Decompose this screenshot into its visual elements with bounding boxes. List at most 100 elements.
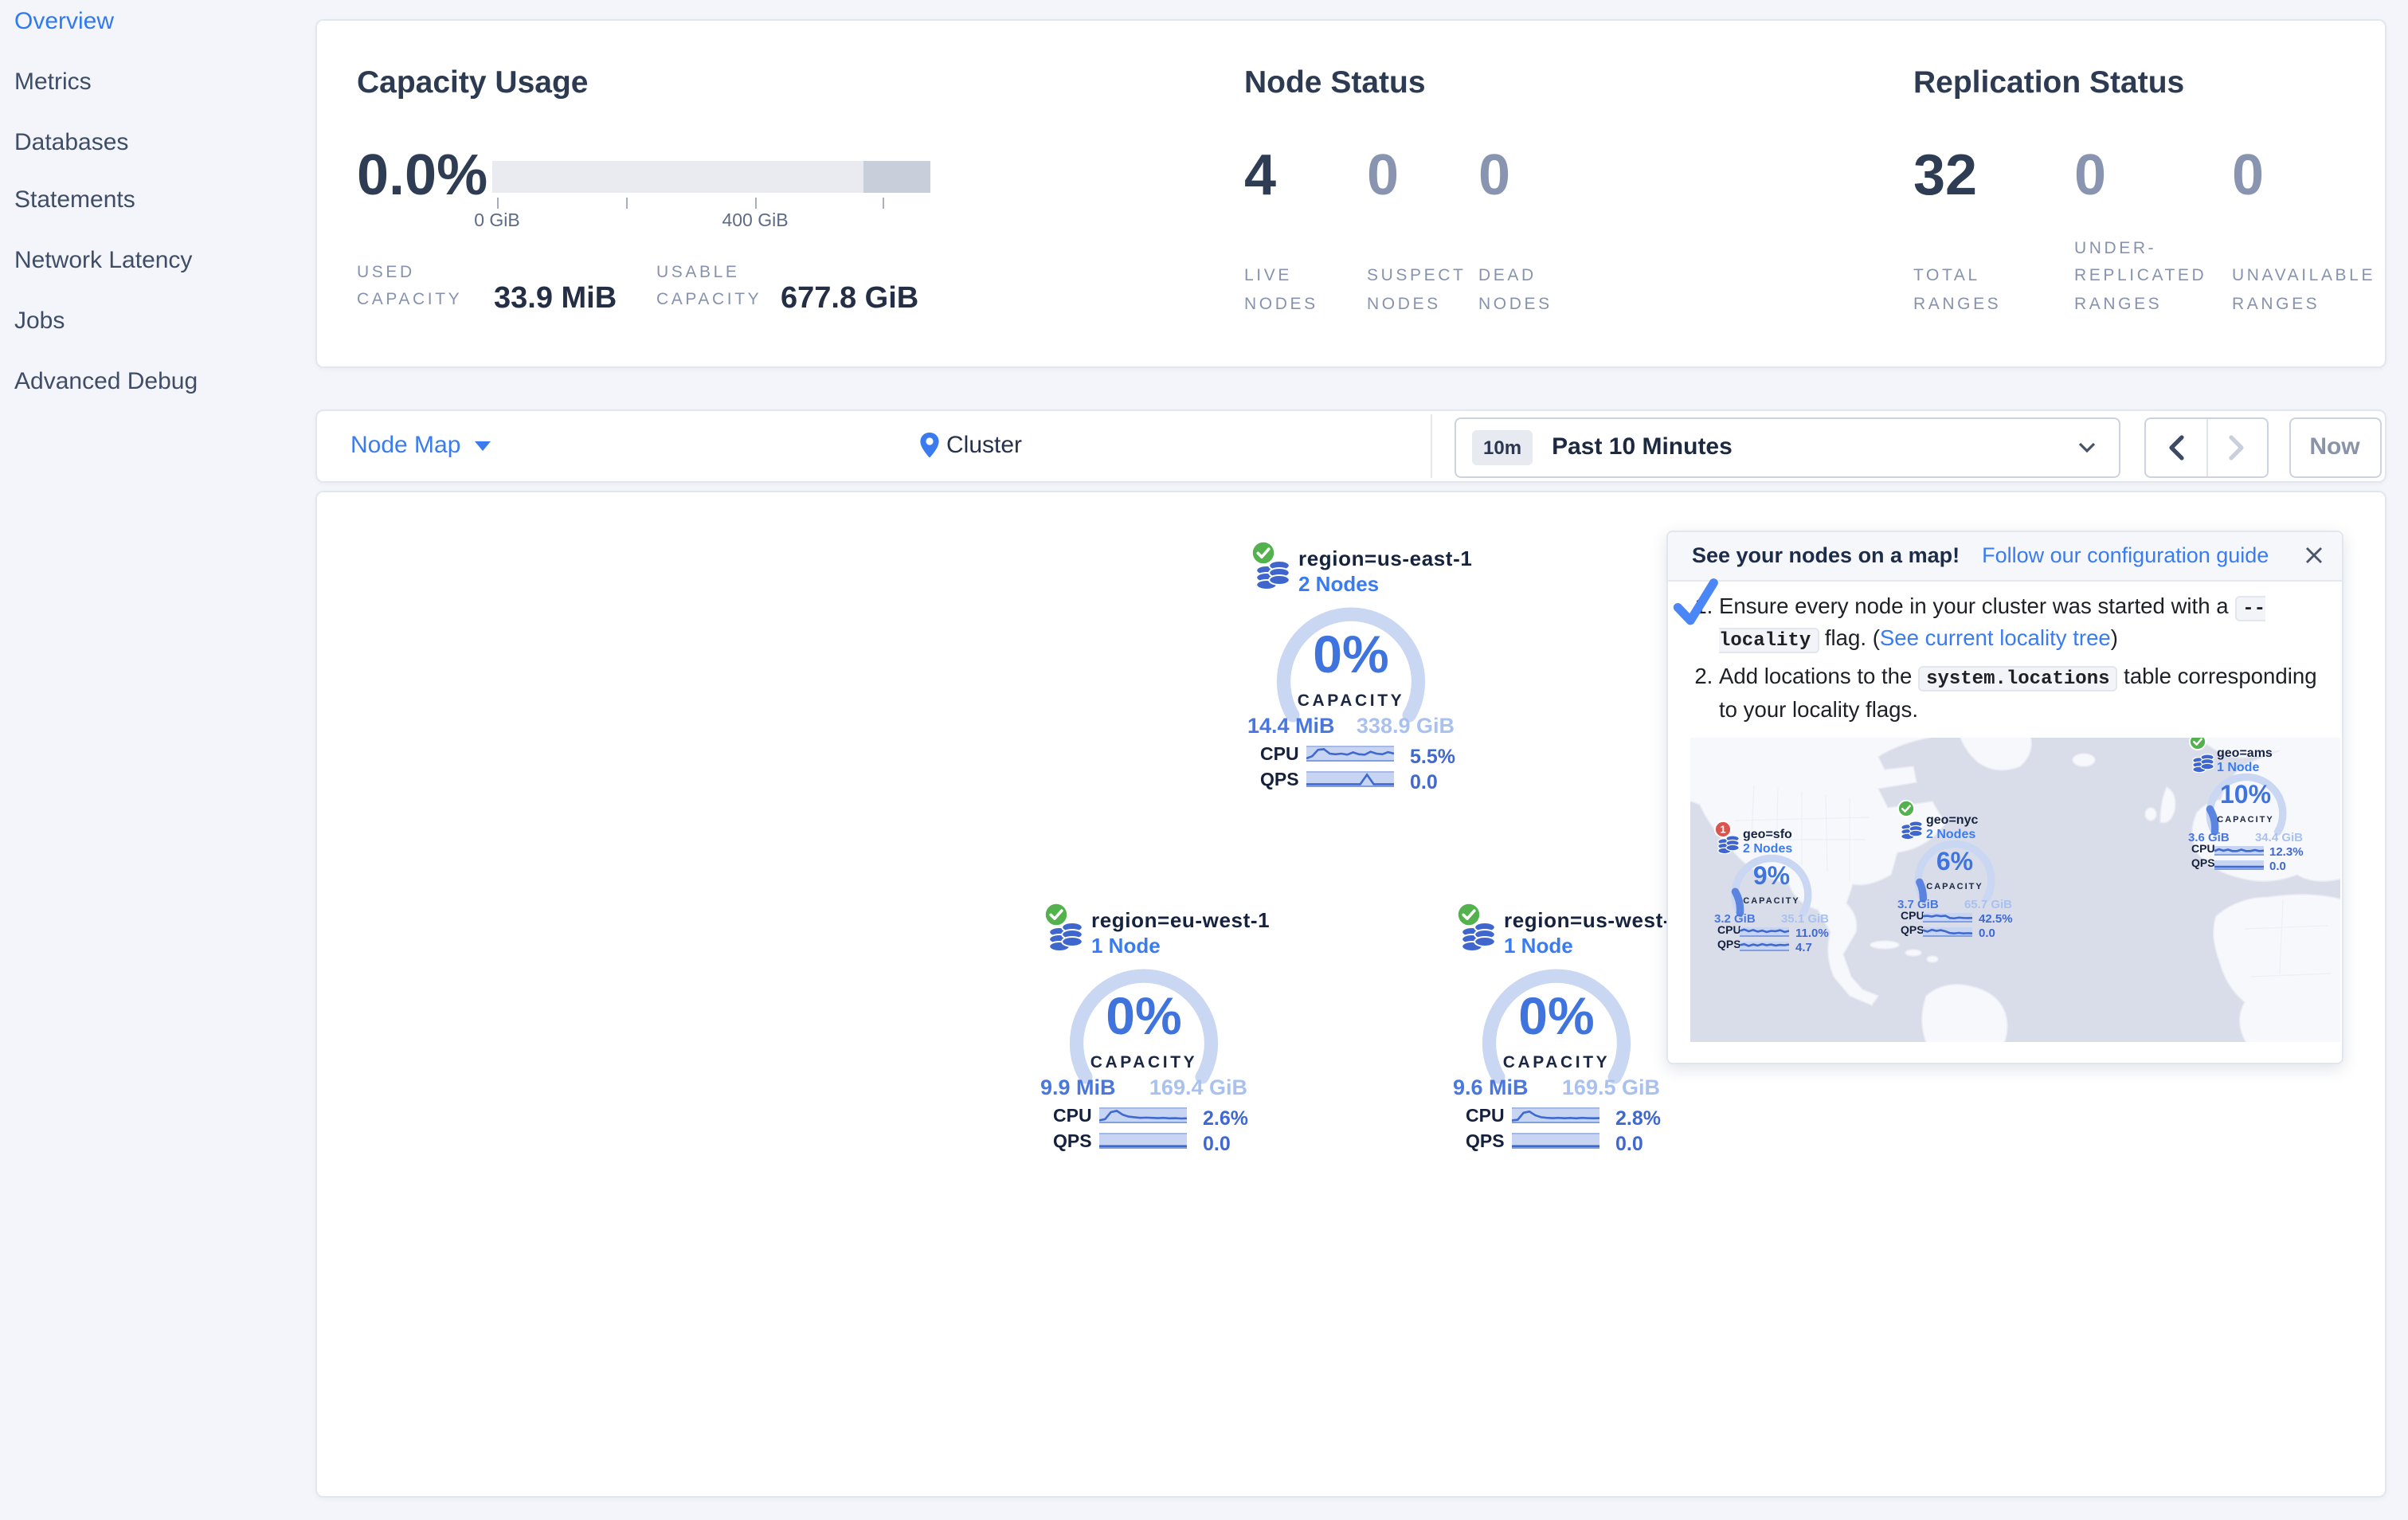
sidebar-item-overview[interactable]: Overview <box>14 8 115 35</box>
healthy-status-icon <box>1251 540 1276 566</box>
dead-nodes-label: DEAD NODES <box>1478 266 1552 314</box>
cpu-value: 2.6% <box>1203 1107 1248 1130</box>
gauge-capacity-label: CAPACITY <box>1743 897 1800 907</box>
region-title: region=eu-west-1 <box>1091 908 1271 932</box>
svg-text:1: 1 <box>1720 824 1725 836</box>
database-nodes-icon <box>2191 754 2214 773</box>
total-ranges-stat: 32 TOTAL RANGES <box>1913 142 2063 319</box>
region-nodes-link[interactable]: 1 Node <box>1504 934 1573 958</box>
popup-step-2: Add locations to the system.locations ta… <box>1719 661 2328 727</box>
qps-label: QPS <box>1717 940 1741 951</box>
cpu-sparkline <box>1306 746 1394 762</box>
region-cluster-eu-west-1[interactable]: region=eu-west-1 1 Node 0% CAPACITY 9.9 … <box>1040 902 1270 1157</box>
button-divider <box>2206 419 2207 476</box>
qps-sparkline <box>1099 1132 1187 1148</box>
capacity-gauge: 0% CAPACITY <box>1274 605 1427 725</box>
total-value: 65.7 GiB <box>1964 897 2012 911</box>
database-nodes-icon <box>1461 922 1496 951</box>
cpu-value: 2.8% <box>1615 1107 1661 1130</box>
cpu-sparkline <box>2214 846 2263 855</box>
popup-title: See your nodes on a map! <box>1692 543 1960 567</box>
suspect-nodes-label: SUSPECT NODES <box>1367 266 1466 314</box>
capacity-tick-label-400: 400 GiB <box>722 212 789 231</box>
configuration-guide-link[interactable]: Follow our configuration guide <box>1982 543 2269 567</box>
used-capacity-label: USED CAPACITY <box>357 263 463 310</box>
capacity-tick <box>755 198 757 209</box>
total-value: 169.5 GiB <box>1561 1075 1660 1099</box>
dead-nodes-value: 0 <box>1478 142 1511 207</box>
gauge-capacity-label: CAPACITY <box>2217 816 2274 825</box>
gauge-percent: 10% <box>2219 782 2272 809</box>
capacity-bar-reserved-segment <box>863 161 930 193</box>
used-value: 3.7 GiB <box>1897 897 1939 911</box>
sidebar-item-statements[interactable]: Statements <box>14 186 135 214</box>
sidebar-item-metrics[interactable]: Metrics <box>14 69 92 96</box>
capacity-tick-label-0: 0 GiB <box>474 212 520 231</box>
popup-header: See your nodes on a map! Follow our conf… <box>1668 531 2342 581</box>
region-title: geo=nyc <box>1926 813 1979 827</box>
suspect-nodes-value: 0 <box>1367 142 1400 207</box>
region-cluster-us-west-1[interactable]: region=us-west-1 1 Node 0% CAPACITY 9.6 … <box>1453 902 1682 1157</box>
total-ranges-value: 32 <box>1913 142 1978 207</box>
cpu-sparkline <box>1740 927 1789 936</box>
time-prev-button[interactable] <box>2146 419 2206 476</box>
sidebar-item-jobs[interactable]: Jobs <box>14 308 65 335</box>
now-button[interactable]: Now <box>2289 417 2381 477</box>
healthy-status-icon <box>1897 800 1915 817</box>
qps-label: QPS <box>1053 1132 1092 1151</box>
gauge-capacity-label: CAPACITY <box>1090 1053 1198 1072</box>
cpu-sparkline <box>1099 1107 1187 1123</box>
chevron-left-icon <box>2168 434 2184 460</box>
cpu-value: 5.5% <box>1410 746 1455 768</box>
region-cluster-us-east-1[interactable]: region=us-east-1 2 Nodes 0% CAPACITY 14.… <box>1247 540 1472 795</box>
gauge-arc <box>1276 607 1426 723</box>
qps-value: 0.0 <box>2269 859 2286 873</box>
time-range-dropdown[interactable]: 10m Past 10 Minutes <box>1455 417 2120 477</box>
cpu-label: CPU <box>1053 1107 1092 1126</box>
popup-steps: Ensure every node in your cluster was st… <box>1687 590 2328 732</box>
qps-value: 0.0 <box>1203 1132 1231 1154</box>
view-selector-dropdown[interactable]: Node Map <box>350 421 491 470</box>
database-nodes-icon <box>1717 835 1740 854</box>
database-nodes-icon <box>1048 922 1083 951</box>
cpu-value: 12.3% <box>2269 844 2304 859</box>
gauge-capacity-label: CAPACITY <box>1926 883 1983 892</box>
region-nodes-link[interactable]: 1 Node <box>1091 934 1161 958</box>
database-nodes-icon <box>1901 821 1923 840</box>
sidebar-item-network-latency[interactable]: Network Latency <box>14 247 193 274</box>
region-title: geo=sfo <box>1743 827 1792 841</box>
time-range-badge: 10m <box>1472 429 1533 465</box>
time-next-button[interactable] <box>2207 419 2267 476</box>
qps-sparkline <box>1740 942 1789 950</box>
sidebar-item-advanced-debug[interactable]: Advanced Debug <box>14 367 198 394</box>
cpu-label: CPU <box>1260 746 1299 765</box>
map-cluster-geo-ams: geo=ams 1 Node 10% CAPACITY 3.6 GiB 34.4… <box>2188 738 2304 879</box>
close-icon[interactable] <box>2305 546 2323 564</box>
gauge-arc <box>1731 854 1812 917</box>
qps-label: QPS <box>1466 1132 1505 1151</box>
capacity-gauge: 6% CAPACITY <box>1913 840 1996 903</box>
total-ranges-label: TOTAL RANGES <box>1913 266 2002 314</box>
used-value: 14.4 MiB <box>1247 714 1335 738</box>
used-value: 3.6 GiB <box>2188 830 2230 844</box>
region-title: region=us-east-1 <box>1298 546 1473 570</box>
region-nodes-link[interactable]: 2 Nodes <box>1298 572 1380 596</box>
healthy-status-icon <box>1043 902 1069 927</box>
sidebar: Overview Metrics Databases Statements Ne… <box>0 0 312 1520</box>
region-title: geo=ams <box>2217 746 2273 760</box>
map-cluster-geo-nyc: geo=nyc 2 Nodes 6% CAPACITY 3.7 GiB 65.7… <box>1897 800 2013 946</box>
usable-capacity-label: USABLE CAPACITY <box>656 263 762 310</box>
qps-label: QPS <box>1260 770 1299 789</box>
node-map-setup-popup: See your nodes on a map! Follow our conf… <box>1666 530 2343 1064</box>
cpu-label: CPU <box>2191 844 2215 856</box>
total-value: 35.1 GiB <box>1780 911 1829 926</box>
capacity-gauge: 0% CAPACITY <box>1067 967 1220 1087</box>
capacity-usage-title: Capacity Usage <box>357 65 589 100</box>
locality-tree-link[interactable]: See current locality tree <box>1879 626 2111 651</box>
sidebar-item-databases[interactable]: Databases <box>14 128 129 155</box>
cpu-label: CPU <box>1901 911 1924 923</box>
under-replicated-ranges-value: 0 <box>2074 142 2107 207</box>
gauge-capacity-label: CAPACITY <box>1502 1053 1611 1072</box>
node-status-title: Node Status <box>1244 65 1426 100</box>
